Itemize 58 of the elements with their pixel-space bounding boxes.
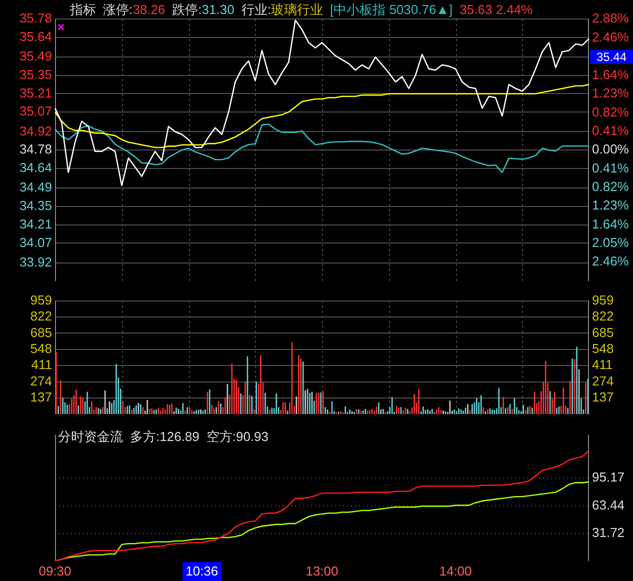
y-tick-label: 137 xyxy=(30,390,52,405)
text: 跌停:31.30 xyxy=(172,2,234,17)
text: [中小板指 5030.76▲] xyxy=(330,2,453,17)
y-tick-label: 685 xyxy=(30,324,52,340)
y2-tick-label: 31.72 xyxy=(592,524,625,540)
y-tick-label: 34.49 xyxy=(19,180,52,195)
y2-tick-label: 63.44 xyxy=(592,497,625,512)
y-tick-label: 548 xyxy=(30,340,52,356)
y2-tick-label: 0.82% xyxy=(592,104,630,120)
x-tick-label: 09:30 xyxy=(38,563,72,578)
y-tick-label: 34.07 xyxy=(19,234,52,250)
y-tick-label: 35.64 xyxy=(19,28,52,44)
y-tick-label: 35.07 xyxy=(19,104,52,119)
y-tick-label: 34.64 xyxy=(19,160,52,176)
y2-tick-label: 0.41% xyxy=(592,123,630,138)
y2-tick-label: 2.46% xyxy=(592,30,630,45)
y2-tick-label: 1.23% xyxy=(592,86,630,101)
y2-tick-label: 0.41% xyxy=(592,160,630,176)
text: 涨停:38.26 xyxy=(103,2,166,17)
y2-tick-label: 1.64% xyxy=(592,67,630,82)
y2-tick-label: 0.00% xyxy=(592,142,630,157)
y-tick-label: 34.92 xyxy=(19,123,52,138)
y2-tick-label: 0.82% xyxy=(592,179,630,194)
y2-tick-label: 1.23% xyxy=(592,198,630,213)
x-tick-label: 10:36 xyxy=(186,563,218,578)
text: 35.63 2.44% xyxy=(460,2,533,17)
y2-tick-label: 548 xyxy=(592,340,614,356)
x-tick-label: 13:00 xyxy=(306,563,338,578)
text: 35.44 xyxy=(590,50,633,64)
y2-tick-label: 1.64% xyxy=(592,216,630,232)
y2-tick-label: 2.46% xyxy=(592,254,630,269)
y-tick-label: 411 xyxy=(31,357,52,372)
annotation: 多方:126.89 xyxy=(130,429,200,444)
y2-tick-label: 274 xyxy=(592,373,614,388)
annotation: 空方:90.93 xyxy=(206,429,269,444)
y2-tick-label: 2.88% xyxy=(592,10,630,26)
y-tick-label: 34.78 xyxy=(19,142,52,157)
y2-tick-label: 95.17 xyxy=(592,470,625,485)
chart-title: 分时资金流 xyxy=(58,429,123,444)
y2-tick-label: 822 xyxy=(592,308,614,324)
y-tick-label: 274 xyxy=(30,373,52,388)
text: 行业:玻璃行业 xyxy=(241,2,323,17)
y2-tick-label: 137 xyxy=(592,390,614,405)
x-tick-label: 14:00 xyxy=(439,563,472,578)
y2-tick-label: 411 xyxy=(592,357,613,372)
y-tick-label: 34.35 xyxy=(19,198,52,214)
y-tick-label: 34.21 xyxy=(19,216,52,232)
y-tick-label: 959 xyxy=(30,292,52,308)
y-tick-label: 33.92 xyxy=(19,254,52,270)
y-tick-label: 35.49 xyxy=(19,48,52,64)
y2-tick-label: 959 xyxy=(592,292,614,308)
y-tick-label: 35.35 xyxy=(19,66,52,82)
y2-tick-label: 685 xyxy=(592,324,614,340)
y2-tick-label: 2.05% xyxy=(592,234,630,250)
y-tick-label: 35.21 xyxy=(19,85,52,100)
y-tick-label: 35.78 xyxy=(19,10,52,26)
text: 指标 xyxy=(70,2,96,17)
y-tick-label: 822 xyxy=(30,308,52,324)
